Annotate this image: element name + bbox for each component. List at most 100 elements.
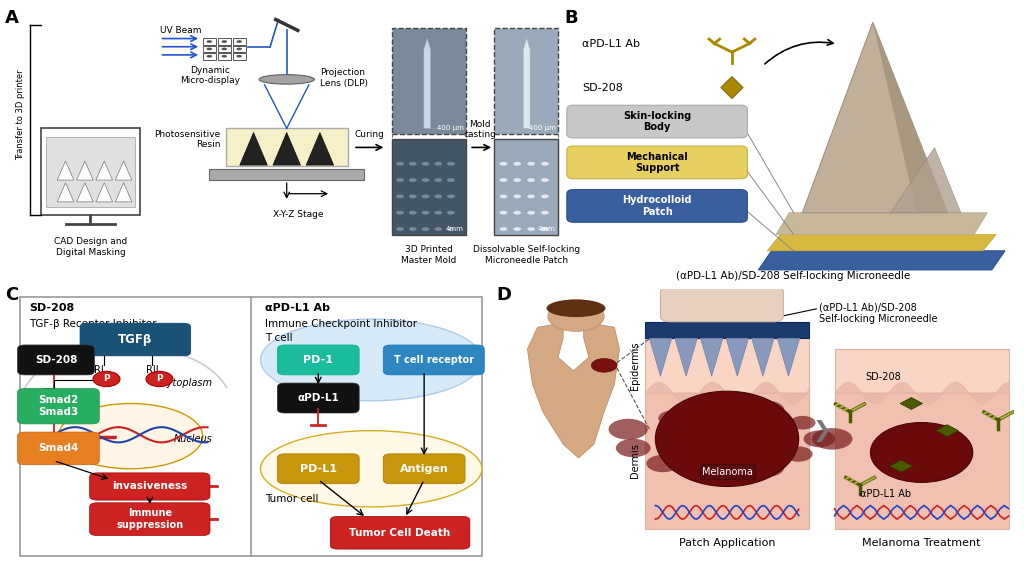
Polygon shape xyxy=(776,213,987,235)
Circle shape xyxy=(592,358,616,372)
Text: Smad4: Smad4 xyxy=(38,443,79,454)
Circle shape xyxy=(434,162,442,166)
FancyBboxPatch shape xyxy=(495,139,558,235)
Polygon shape xyxy=(900,397,923,409)
Text: T cell receptor: T cell receptor xyxy=(394,355,474,365)
FancyBboxPatch shape xyxy=(218,39,230,45)
Text: Epidermis: Epidermis xyxy=(630,341,640,390)
Text: PD-1: PD-1 xyxy=(303,355,333,365)
Circle shape xyxy=(513,178,521,182)
Text: P: P xyxy=(156,374,163,383)
Text: TGF-β Receptor Inhibitor: TGF-β Receptor Inhibitor xyxy=(30,319,157,329)
Polygon shape xyxy=(890,460,912,472)
FancyBboxPatch shape xyxy=(383,345,484,375)
Ellipse shape xyxy=(870,422,973,483)
Circle shape xyxy=(649,456,677,471)
Circle shape xyxy=(548,302,604,331)
Circle shape xyxy=(207,55,212,58)
Text: PD-L1: PD-L1 xyxy=(300,464,337,474)
Polygon shape xyxy=(759,251,1005,270)
Text: αPD-L1 Ab: αPD-L1 Ab xyxy=(860,489,911,499)
Text: Curing: Curing xyxy=(354,130,385,139)
Polygon shape xyxy=(767,235,996,251)
Text: 3D Printed
Master Mold: 3D Printed Master Mold xyxy=(401,246,457,265)
Circle shape xyxy=(541,227,549,231)
Text: Dissolvable Self-locking
Microneedle Patch: Dissolvable Self-locking Microneedle Pat… xyxy=(473,246,580,265)
Circle shape xyxy=(434,178,442,182)
Circle shape xyxy=(396,194,403,198)
Text: D: D xyxy=(497,286,512,304)
Text: Mold
casting: Mold casting xyxy=(464,120,497,139)
Circle shape xyxy=(447,227,455,231)
FancyBboxPatch shape xyxy=(232,53,246,60)
Circle shape xyxy=(513,211,521,215)
Circle shape xyxy=(237,55,242,58)
Circle shape xyxy=(785,416,813,431)
Circle shape xyxy=(396,211,403,215)
Polygon shape xyxy=(77,161,93,180)
Text: SD-208: SD-208 xyxy=(30,303,75,313)
Circle shape xyxy=(527,162,535,166)
Text: P: P xyxy=(103,374,110,383)
Circle shape xyxy=(541,178,549,182)
FancyBboxPatch shape xyxy=(203,39,216,45)
Polygon shape xyxy=(272,133,301,165)
Circle shape xyxy=(221,48,227,50)
Text: Transfer to 3D printer: Transfer to 3D printer xyxy=(15,69,25,160)
Circle shape xyxy=(541,162,549,166)
Circle shape xyxy=(447,211,455,215)
Text: SD-208: SD-208 xyxy=(35,355,77,365)
Text: Dermis: Dermis xyxy=(630,443,640,478)
Text: Projection
Lens (DLP): Projection Lens (DLP) xyxy=(319,68,368,88)
Circle shape xyxy=(541,194,549,198)
Text: SD-208: SD-208 xyxy=(865,372,901,382)
Text: ❯: ❯ xyxy=(812,420,831,442)
Polygon shape xyxy=(649,338,672,376)
Ellipse shape xyxy=(58,404,203,469)
Polygon shape xyxy=(936,425,958,437)
Circle shape xyxy=(527,178,535,182)
FancyBboxPatch shape xyxy=(835,349,1009,392)
FancyBboxPatch shape xyxy=(392,28,467,134)
FancyBboxPatch shape xyxy=(392,139,467,235)
Circle shape xyxy=(422,162,429,166)
Ellipse shape xyxy=(655,391,799,486)
Text: Melanoma Treatment: Melanoma Treatment xyxy=(862,538,981,548)
Circle shape xyxy=(237,40,242,43)
FancyBboxPatch shape xyxy=(232,45,246,52)
FancyBboxPatch shape xyxy=(17,388,99,424)
FancyBboxPatch shape xyxy=(218,53,230,60)
Circle shape xyxy=(513,162,521,166)
Circle shape xyxy=(805,429,843,449)
Text: invasiveness: invasiveness xyxy=(113,481,187,492)
Text: SD-208: SD-208 xyxy=(583,83,624,92)
Text: Dynamic
Micro-display: Dynamic Micro-display xyxy=(180,66,241,85)
Circle shape xyxy=(513,227,521,231)
FancyBboxPatch shape xyxy=(278,345,359,375)
Circle shape xyxy=(541,211,549,215)
Circle shape xyxy=(409,194,417,198)
Circle shape xyxy=(447,178,455,182)
Polygon shape xyxy=(96,161,113,180)
Text: Photosensitive
Resin: Photosensitive Resin xyxy=(155,129,220,149)
Circle shape xyxy=(409,178,417,182)
FancyBboxPatch shape xyxy=(19,297,482,556)
Circle shape xyxy=(237,48,242,50)
Circle shape xyxy=(527,194,535,198)
Ellipse shape xyxy=(259,75,314,84)
Ellipse shape xyxy=(260,319,482,401)
Circle shape xyxy=(207,48,212,50)
Text: Antigen: Antigen xyxy=(399,464,449,474)
Circle shape xyxy=(409,211,417,215)
Polygon shape xyxy=(803,22,948,213)
Circle shape xyxy=(801,428,842,450)
Ellipse shape xyxy=(260,431,482,507)
FancyBboxPatch shape xyxy=(90,503,210,535)
FancyBboxPatch shape xyxy=(203,53,216,60)
Polygon shape xyxy=(891,147,961,213)
Polygon shape xyxy=(77,183,93,202)
Circle shape xyxy=(409,227,417,231)
FancyBboxPatch shape xyxy=(218,45,230,52)
Text: 4mm: 4mm xyxy=(445,226,464,232)
Polygon shape xyxy=(57,183,74,202)
